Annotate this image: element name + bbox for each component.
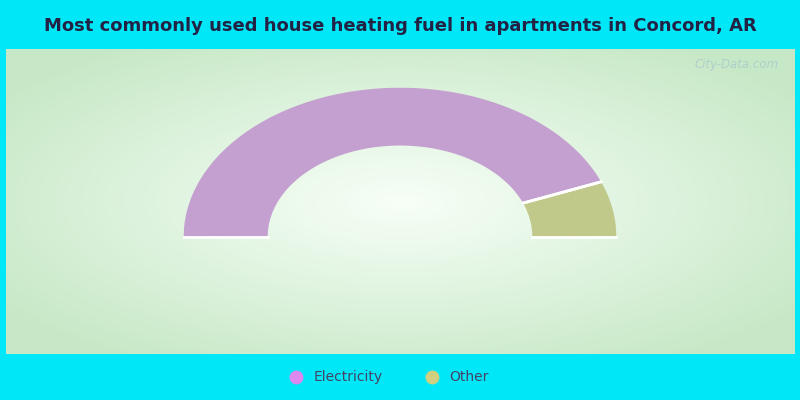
Polygon shape — [184, 88, 601, 237]
Text: Most commonly used house heating fuel in apartments in Concord, AR: Most commonly used house heating fuel in… — [44, 17, 756, 35]
Text: Electricity: Electricity — [314, 370, 382, 384]
Text: Other: Other — [450, 370, 489, 384]
Text: City-Data.com: City-Data.com — [694, 58, 778, 71]
Polygon shape — [523, 182, 616, 237]
